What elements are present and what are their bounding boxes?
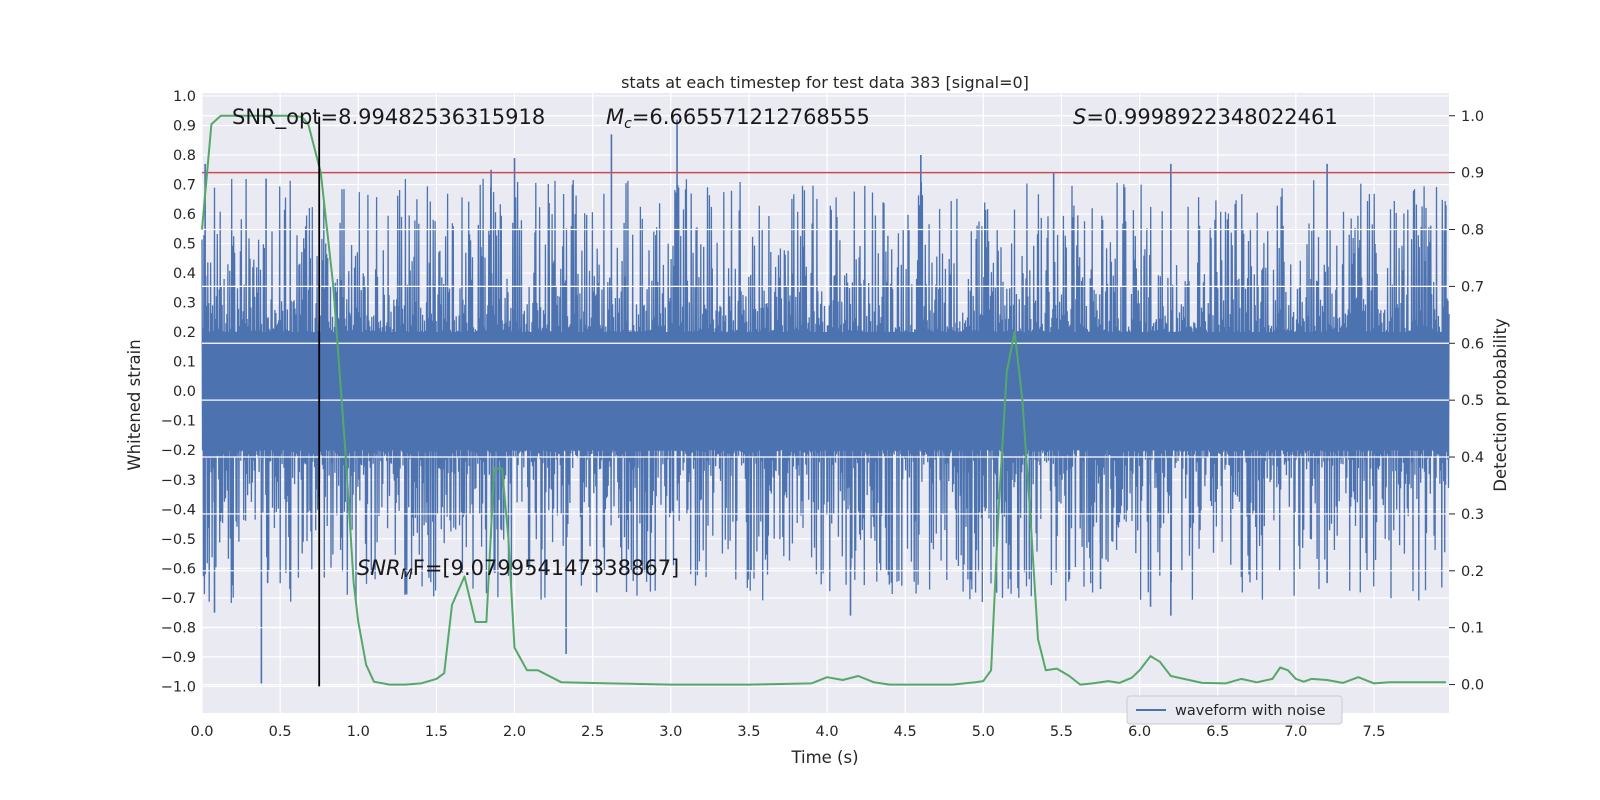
chart-title: stats at each timestep for test data 383… [621, 73, 1029, 92]
y-tick-label-left: 0.4 [173, 266, 196, 282]
x-tick-label: 2.0 [503, 724, 526, 740]
legend-label: waveform with noise [1175, 703, 1326, 719]
y-tick-label-right: 0.9 [1461, 166, 1484, 182]
detection-probability-line [201, 114, 1446, 686]
x-tick-label: 0.0 [190, 724, 213, 740]
y-tick-label-left: −0.1 [161, 414, 196, 430]
y-tick-label-left: 0.2 [173, 325, 196, 341]
snr-mf-value: F=[9.079954147338867] [413, 556, 680, 580]
y-tick-label-right: 0.4 [1461, 450, 1484, 466]
y-tick-label-right: 0.2 [1461, 564, 1484, 580]
y-tick-label-left: −1.0 [161, 679, 196, 695]
y-tick-label-right: 0.5 [1461, 393, 1484, 409]
y-tick-label-left: −0.2 [161, 443, 196, 459]
y-tick-label-right: 0.3 [1461, 507, 1484, 523]
y-tick-label-left: −0.9 [161, 650, 196, 666]
s-annotation: S=0.9998922348022461 [1073, 105, 1338, 129]
s-value: =0.9998922348022461 [1086, 105, 1337, 129]
y-tick-label-right: 1.0 [1461, 109, 1484, 125]
x-tick-label: 4.0 [816, 724, 839, 740]
y-tick-label-left: 0.0 [173, 384, 196, 400]
x-tick-label: 7.5 [1362, 724, 1385, 740]
snr-mf-annotation: SNRMF=[9.079954147338867] [357, 556, 679, 583]
x-tick-label: 7.0 [1284, 724, 1307, 740]
chirp-mass-value: =6.665571212768555 [632, 105, 870, 129]
legend-box [1126, 695, 1343, 725]
s-symbol: S [1073, 105, 1086, 129]
x-tick-label: 5.5 [1050, 724, 1073, 740]
y-tick-label-left: −0.6 [161, 561, 196, 577]
y-tick-label-left: −0.4 [161, 502, 196, 518]
x-tick-label: 5.0 [972, 724, 995, 740]
chirp-mass-symbol: M [606, 105, 624, 129]
y-tick-label-right: 0.8 [1461, 223, 1484, 239]
snr-opt-annotation: SNR_opt=8.99482536315918 [232, 105, 545, 130]
x-tick-label: 1.5 [425, 724, 448, 740]
snr-mf-subscript: M [401, 567, 413, 583]
chirp-mass-annotation: Mc=6.665571212768555 [606, 105, 870, 132]
y-axis-label-right: Detection probability [1491, 318, 1510, 492]
ticks: 0.0 0.5 1.0 1.5 2.0 2.5 3.0 3.5 4.0 4.5 5.0 5.5 6.0 6… [161, 89, 1484, 740]
y-tick-label-left: 0.8 [173, 148, 196, 164]
y-tick-label-right: 0.0 [1461, 678, 1484, 694]
x-tick-label: 6.5 [1206, 724, 1229, 740]
waveform-with-noise-series [201, 119, 1450, 684]
x-tick-label: 6.0 [1128, 724, 1151, 740]
y-tick-label-left: 0.7 [173, 178, 196, 194]
y-tick-label-left: −0.8 [161, 620, 196, 636]
x-tick-label: 1.0 [347, 724, 370, 740]
x-tick-label: 3.0 [659, 724, 682, 740]
y-tick-label-left: 0.3 [173, 296, 196, 312]
x-tick-label: 3.5 [737, 724, 760, 740]
y-tick-label-left: 0.1 [173, 355, 196, 371]
y-tick-label-left: 0.6 [173, 207, 196, 223]
y-tick-label-left: 1.0 [173, 89, 196, 105]
right-axis-gridlines [202, 115, 1449, 686]
x-tick-label: 2.5 [581, 724, 604, 740]
y-tick-label-left: 0.5 [173, 237, 196, 253]
y-tick-label-left: −0.3 [161, 473, 196, 489]
overlays [201, 114, 1449, 687]
y-tick-label-right: 0.1 [1461, 621, 1484, 637]
snr-mf-symbol: SNR [357, 556, 401, 580]
y-tick-label-left: 0.9 [173, 118, 196, 134]
y-tick-label-left: −0.7 [161, 591, 196, 607]
x-tick-label: 4.5 [894, 724, 917, 740]
x-axis-label: Time (s) [790, 748, 858, 767]
x-tick-label: 0.5 [269, 724, 292, 740]
chirp-mass-subscript: c [624, 116, 632, 132]
waveform-core-band [202, 332, 1449, 451]
y-tick-label-right: 0.7 [1461, 279, 1484, 295]
y-tick-label-left: −0.5 [161, 532, 196, 548]
y-tick-label-right: 0.6 [1461, 336, 1484, 352]
y-axis-label-left: Whitened strain [125, 339, 144, 470]
legend: waveform with noise [1126, 695, 1343, 725]
